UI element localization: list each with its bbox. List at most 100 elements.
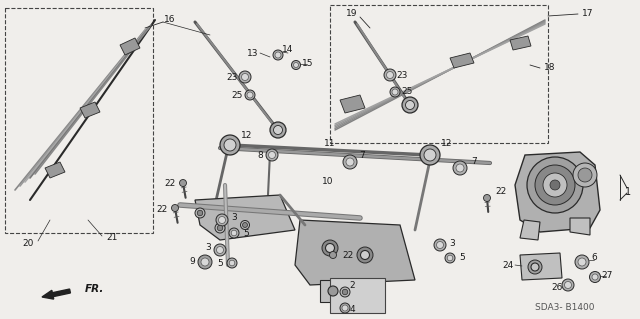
Text: 10: 10 [323,177,333,187]
Polygon shape [80,102,100,118]
Circle shape [328,286,338,296]
Circle shape [436,241,444,249]
Polygon shape [520,220,540,240]
Circle shape [447,255,453,261]
Text: SDA3- B1400: SDA3- B1400 [535,303,595,313]
Circle shape [224,139,236,151]
Text: 13: 13 [247,48,259,57]
Circle shape [322,240,338,256]
Text: 26: 26 [551,284,563,293]
Circle shape [575,255,589,269]
Circle shape [216,247,223,254]
Circle shape [420,145,440,165]
Text: 1: 1 [625,187,631,197]
Circle shape [531,263,539,271]
Polygon shape [320,280,345,302]
Circle shape [241,220,250,229]
Circle shape [273,125,282,135]
Text: 24: 24 [502,261,514,270]
Circle shape [243,223,248,227]
Circle shape [535,165,575,205]
Circle shape [247,92,253,98]
Circle shape [198,255,212,269]
Circle shape [269,152,275,159]
Text: 12: 12 [442,138,452,147]
Circle shape [218,217,225,224]
Circle shape [195,208,205,218]
Polygon shape [295,220,415,285]
Text: 23: 23 [227,72,237,81]
Polygon shape [510,36,531,50]
Text: 3: 3 [231,213,237,222]
Text: 21: 21 [106,234,118,242]
Circle shape [543,173,567,197]
Polygon shape [520,253,562,280]
Circle shape [201,258,209,266]
Text: 23: 23 [396,70,408,79]
Bar [5,8,153,233]
Circle shape [229,228,239,238]
Text: 11: 11 [324,138,336,147]
Text: 7: 7 [471,158,477,167]
Text: 18: 18 [544,63,556,72]
Circle shape [216,214,228,226]
Text: 5: 5 [243,228,249,238]
Circle shape [239,71,251,83]
Circle shape [217,225,223,231]
Text: 20: 20 [22,239,34,248]
Text: 22: 22 [164,179,175,188]
FancyArrow shape [42,289,70,299]
Circle shape [342,289,348,295]
Circle shape [402,97,418,113]
Circle shape [592,274,598,280]
Circle shape [172,204,179,211]
Circle shape [275,52,281,58]
Circle shape [424,149,436,161]
Circle shape [434,239,446,251]
Text: 5: 5 [217,259,223,269]
Circle shape [245,90,255,100]
Circle shape [384,69,396,81]
Circle shape [445,253,455,263]
Text: 14: 14 [282,46,294,55]
Circle shape [360,250,369,259]
Circle shape [578,168,592,182]
Text: 25: 25 [231,91,243,100]
Circle shape [294,63,298,68]
Circle shape [270,122,286,138]
Bar [330,278,385,313]
Bar [330,5,548,143]
Text: 19: 19 [346,10,358,19]
Circle shape [346,158,354,166]
Circle shape [229,260,235,266]
Text: 5: 5 [459,254,465,263]
Polygon shape [120,38,140,55]
Circle shape [578,258,586,266]
Circle shape [291,61,301,70]
Polygon shape [195,195,295,240]
Circle shape [589,271,600,283]
Text: 7: 7 [359,151,365,160]
Circle shape [550,180,560,190]
Circle shape [215,223,225,233]
Circle shape [220,135,240,155]
Polygon shape [45,162,65,178]
Text: 17: 17 [582,10,594,19]
Circle shape [483,195,490,202]
Circle shape [562,279,574,291]
Text: 6: 6 [591,254,597,263]
Polygon shape [340,95,365,113]
Text: 8: 8 [257,151,263,160]
Circle shape [266,149,278,161]
Circle shape [231,230,237,236]
Circle shape [340,303,350,313]
Text: 4: 4 [349,306,355,315]
Circle shape [528,260,542,274]
Circle shape [392,89,398,95]
Text: 27: 27 [602,271,612,279]
Text: 2: 2 [349,280,355,290]
Text: 3: 3 [205,243,211,253]
Circle shape [342,305,348,311]
Circle shape [406,100,415,109]
Text: 22: 22 [495,188,507,197]
